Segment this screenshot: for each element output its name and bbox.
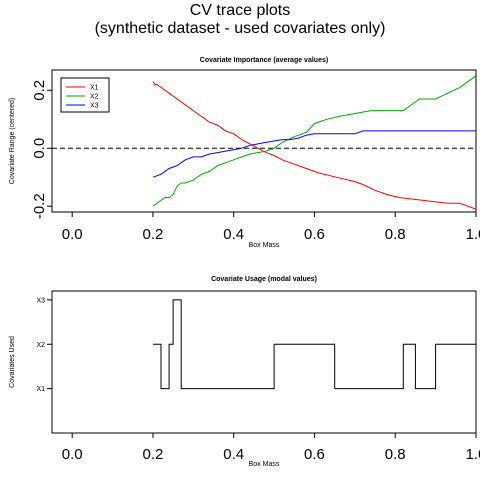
panel1-x-tick-label: 0.0 — [62, 226, 83, 243]
panel1-x-tick-label: 0.4 — [223, 226, 244, 243]
panel2-x-tick-label: 0.6 — [304, 446, 325, 463]
panel1-x-tick-label: 0.6 — [304, 226, 325, 243]
panel2-plot-frame — [51, 290, 477, 434]
panel1-series-x1-line — [152, 81, 477, 210]
panel2-y-tick-label: X1 — [36, 386, 45, 393]
panel1-y-tick-label: -0.2 — [31, 193, 48, 219]
panel2-x-tick-label: 0.2 — [143, 446, 164, 463]
panel1-legend-box — [60, 77, 110, 113]
page-title-line1: CV trace plots — [189, 2, 291, 19]
panel1-legend-label-x2: X2 — [90, 94, 99, 101]
panel2-x-tick-label: 0.4 — [223, 446, 244, 463]
page-title-line2: (synthetic dataset - used covariates onl… — [94, 20, 386, 37]
panel2-x-tick-label: 0.0 — [62, 446, 83, 463]
panel1-series-x3-line — [152, 130, 476, 178]
panel1-y-tick-label: 0.2 — [31, 80, 48, 101]
panel2-y-axis-label: Covariates Used — [9, 336, 16, 388]
panel1-chart-title: Covariate Importance (average values) — [200, 57, 328, 64]
panel2-x-tick-label: 1.0 — [466, 446, 480, 463]
panel1-y-axis-label: Covariate Range (centered) — [9, 98, 16, 184]
panel1-legend-label-x3: X3 — [90, 103, 99, 110]
panel2-y-tick-label: X3 — [36, 297, 45, 304]
panel1-x-axis-label: Box Mass — [249, 242, 280, 249]
panel1-y-tick-label: 0.0 — [31, 138, 48, 159]
page-title: CV trace plots (synthetic dataset - used… — [0, 0, 480, 38]
panel1-x-tick-label: 1.0 — [466, 226, 480, 243]
panel2-usage-step-line — [153, 299, 476, 390]
panel2-y-tick-label: X2 — [36, 342, 45, 349]
panel1-x-tick-label: 0.8 — [385, 226, 406, 243]
panel2-x-tick-label: 0.8 — [385, 446, 406, 463]
panel2-chart-title: Covariate Usage (modal values) — [211, 276, 317, 283]
panel1-series-x2-line — [152, 75, 477, 207]
panel1-x-tick-label: 0.2 — [143, 226, 164, 243]
panel2-x-axis-label: Box Mass — [249, 461, 280, 468]
panel1-legend-label-x1: X1 — [90, 85, 99, 92]
panel1-plot-frame — [51, 69, 477, 213]
